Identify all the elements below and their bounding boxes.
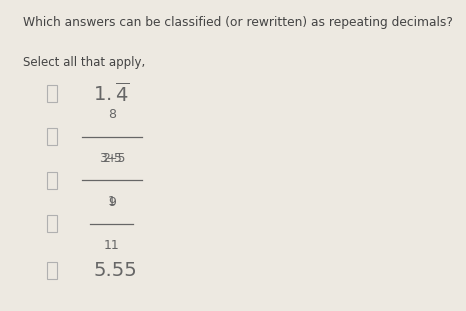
Text: 8: 8 [108, 108, 116, 121]
FancyBboxPatch shape [47, 215, 57, 233]
Text: 1: 1 [108, 195, 116, 208]
FancyBboxPatch shape [47, 85, 57, 102]
Text: $1.\overline{4}$: $1.\overline{4}$ [93, 81, 130, 105]
Text: 5.55: 5.55 [93, 261, 137, 280]
FancyBboxPatch shape [47, 172, 57, 189]
FancyBboxPatch shape [47, 128, 57, 145]
Text: 3+5: 3+5 [99, 152, 125, 165]
FancyBboxPatch shape [47, 262, 57, 279]
Text: Select all that apply,: Select all that apply, [23, 56, 145, 69]
Text: 9: 9 [108, 196, 116, 209]
Text: 2·5: 2·5 [102, 152, 122, 165]
Text: Which answers can be classified (or rewritten) as repeating decimals?: Which answers can be classified (or rewr… [23, 16, 453, 29]
Text: 11: 11 [104, 239, 120, 253]
